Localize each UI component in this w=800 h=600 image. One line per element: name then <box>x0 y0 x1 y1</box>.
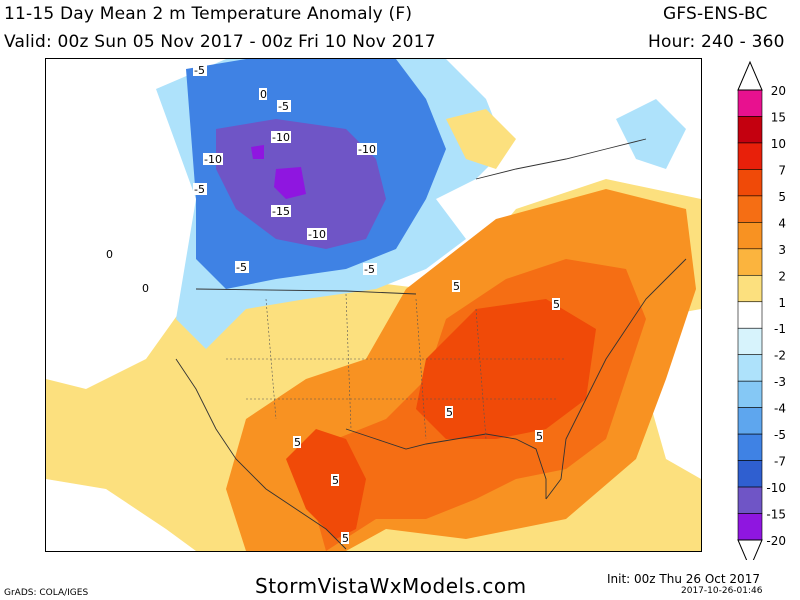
legend-swatch <box>737 222 763 250</box>
legend-swatch <box>737 274 763 303</box>
legend-tick-label: -1 <box>774 322 786 336</box>
site-name: StormVistaWxModels.com <box>255 574 527 598</box>
contour-label: -10 <box>272 131 290 144</box>
legend-tick-label: -10 <box>766 481 786 495</box>
grads-credit: GrADS: COLA/IGES <box>4 588 89 598</box>
generated-time: 2017-10-26-01:46 <box>681 586 763 596</box>
legend-tick-label: 15 <box>771 110 786 124</box>
legend-swatches <box>737 89 763 541</box>
legend-tick-label: -3 <box>774 375 786 389</box>
legend-swatch <box>737 407 763 435</box>
contour-label: 5 <box>536 430 543 443</box>
neutral-region-pacific <box>46 479 196 551</box>
contour-label: 5 <box>446 406 453 419</box>
legend-tick-label: -5 <box>774 428 786 442</box>
legend-swatch <box>737 380 763 408</box>
legend-labels: 20 15 10 7 5 4 3 2 1 -1 -2 -3 -4 -5 -7 -10 -15 -20 <box>766 84 786 548</box>
contour-label: -10 <box>204 153 222 166</box>
legend-tick-label: -7 <box>774 455 786 469</box>
anomaly-map-canvas: -5 0 -5 -10 -10 -10 -5 -15 -10 -5 -5 0 5… <box>46 59 701 551</box>
legend-tick-label: 5 <box>778 190 786 204</box>
legend-tick-label: 4 <box>778 216 786 230</box>
legend-tick-label: 7 <box>778 163 786 177</box>
legend-swatch <box>737 433 763 461</box>
contour-label: -5 <box>278 100 289 113</box>
legend-arrow-top <box>737 60 763 91</box>
legend-swatch <box>737 513 763 541</box>
legend-tick-label: 1 <box>778 296 786 310</box>
legend-swatch <box>737 116 763 144</box>
contour-label: 0 <box>260 88 267 101</box>
contour-label: -10 <box>358 143 376 156</box>
legend-swatch <box>737 460 763 488</box>
contour-label: 0 <box>106 248 113 261</box>
contour-label: -15 <box>272 205 290 218</box>
map-title: 11-15 Day Mean 2 m Temperature Anomaly (… <box>4 4 413 24</box>
anomaly-map: -5 0 -5 -10 -10 -10 -5 -15 -10 -5 -5 0 5… <box>45 58 702 552</box>
contour-label: 5 <box>553 298 560 311</box>
contour-label: -5 <box>364 263 375 276</box>
legend-tick-label: 20 <box>771 84 786 98</box>
legend-swatch <box>737 89 763 117</box>
contour-label: -5 <box>194 183 205 196</box>
cold-spot-greenland <box>616 99 686 169</box>
legend-tick-label: 10 <box>771 137 786 151</box>
legend-swatch <box>737 301 763 329</box>
state-borders <box>226 293 566 440</box>
contour-label: 5 <box>294 436 301 449</box>
legend-swatch <box>737 169 763 197</box>
cold-anomaly-max-small <box>251 145 264 159</box>
contour-label: 5 <box>342 532 349 545</box>
legend-tick-label: -15 <box>766 508 786 522</box>
legend-arrow-bottom <box>737 539 763 560</box>
warm-anomaly-max-texas <box>286 429 366 539</box>
contour-label: -5 <box>194 64 205 77</box>
coastlines <box>175 138 687 550</box>
forecast-hours: Hour: 240 - 360 <box>648 32 785 52</box>
contour-labels: -5 0 -5 -10 -10 -10 -5 -15 -10 -5 -5 0 5… <box>105 64 560 545</box>
contour-label: -5 <box>236 261 247 274</box>
legend-tick-label: -20 <box>766 534 786 548</box>
legend-tick-label: -2 <box>774 349 786 363</box>
warm-anomaly-max-east <box>416 299 596 439</box>
contour-label: 0 <box>142 282 149 295</box>
cold-anomaly-max <box>274 167 306 199</box>
legend-swatch <box>737 248 763 276</box>
legend-tick-label: 2 <box>778 269 786 283</box>
legend-tick-label: 3 <box>778 243 786 257</box>
model-name: GFS-ENS-BC <box>663 4 768 24</box>
color-legend: 20 15 10 7 5 4 3 2 1 -1 -2 -3 -4 -5 -7 -10 -15 -20 <box>737 60 786 560</box>
contour-label: -10 <box>308 228 326 241</box>
init-time: Init: 00z Thu 26 Oct 2017 <box>607 572 760 586</box>
legend-swatch <box>737 354 763 382</box>
valid-period: Valid: 00z Sun 05 Nov 2017 - 00z Fri 10 … <box>4 32 436 52</box>
legend-tick-label: -4 <box>774 402 786 416</box>
contour-label: 5 <box>453 280 460 293</box>
legend-swatch <box>737 195 763 223</box>
legend-swatch <box>737 142 763 170</box>
legend-swatch <box>737 327 763 356</box>
warm-spot-hudson <box>446 109 516 169</box>
legend-swatch <box>737 486 763 514</box>
contour-label: 5 <box>332 474 339 487</box>
